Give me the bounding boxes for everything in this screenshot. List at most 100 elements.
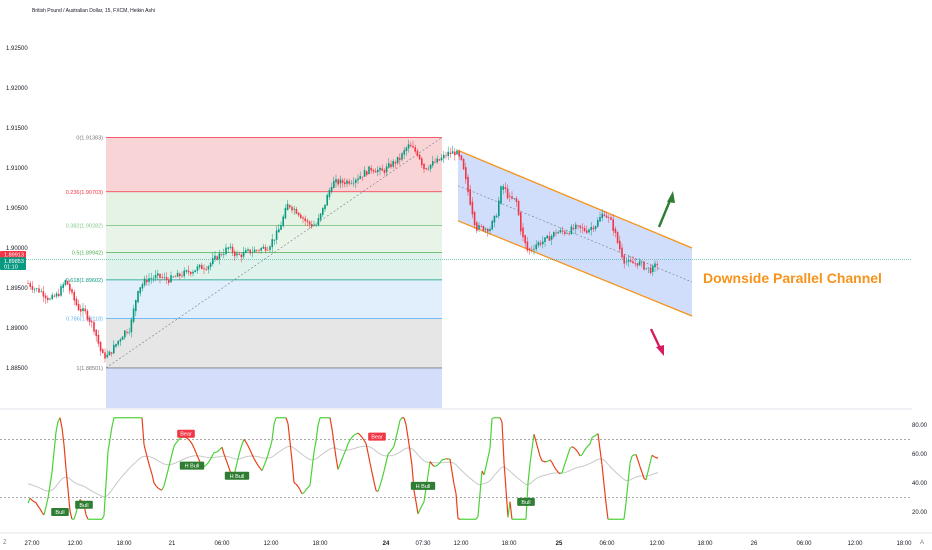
signal-badge-bull[interactable] (224, 471, 250, 480)
indicator-line-segment (629, 455, 633, 464)
candle-body (462, 158, 465, 170)
candle-body (590, 226, 592, 231)
candle-body (82, 308, 84, 312)
candle-body (53, 295, 56, 297)
candle-body (330, 187, 333, 192)
candle-body (29, 283, 31, 287)
candle-body (566, 233, 568, 234)
auto-scale-icon[interactable]: A (920, 540, 924, 546)
indicator-line-segment (345, 443, 349, 450)
candle-body (31, 286, 34, 290)
candle-body (295, 208, 298, 214)
indicator-line-segment (103, 483, 107, 516)
signal-badge-bull[interactable] (517, 497, 535, 506)
candle-body (275, 230, 278, 240)
fibonacci-retracement[interactable]: 0(1.91383) 0.236(1.90703) 0.382(1.90282) 0.… (66, 135, 443, 408)
candle-body (610, 217, 612, 220)
indicator-line-segment (147, 460, 151, 468)
candle-body (154, 275, 157, 279)
candle-body (297, 212, 300, 216)
time-axis[interactable]: 27:00 12:00 18:00 21 06:00 12:00 18:00 24 07:30 1… (24, 541, 912, 547)
candle-body (58, 294, 60, 296)
indicator-line-segment (255, 461, 259, 466)
indicator-line-segment (333, 443, 337, 458)
candle-body (599, 216, 601, 222)
indicator-line-segment (251, 454, 255, 459)
candle-body (49, 298, 51, 300)
candle-body (350, 183, 353, 184)
candle-body (383, 170, 386, 173)
candle-body (119, 339, 122, 342)
channel-upper-line[interactable] (457, 149, 693, 249)
rsi-indicator-pane[interactable]: Bull Bull Bear H Bull H Bull Bear H Bull Bull (0, 417, 912, 520)
indicator-line-segment (55, 421, 59, 433)
signal-badge-bull[interactable] (51, 508, 69, 516)
signal-badge-bull[interactable] (75, 500, 93, 509)
candle-body (251, 252, 254, 253)
candle-body (157, 273, 159, 276)
candle-body (71, 289, 73, 293)
candle-body (174, 276, 177, 278)
channel-lower-line[interactable] (457, 220, 693, 317)
candle-body (205, 269, 207, 270)
indicator-line-segment (361, 436, 365, 441)
indicator-line-segment (581, 450, 585, 456)
candle-body (489, 229, 491, 232)
signal-badge-bear[interactable] (177, 429, 195, 438)
x-tick-label: 25 (556, 541, 563, 547)
y-tick-label: 1.88500 (6, 366, 28, 372)
signal-badge-bull[interactable] (179, 461, 205, 470)
candle-body (520, 212, 522, 232)
price-axis[interactable]: 1.92500 1.92000 1.91500 1.91000 1.90500 1.900… (6, 46, 28, 372)
indicator-line-segment (203, 464, 207, 468)
indicator-line-segment (351, 434, 355, 438)
indicator-line-segment (637, 460, 641, 467)
candle-body (130, 319, 133, 333)
candle-body (506, 188, 509, 199)
candle-body (537, 242, 540, 246)
candle-body (209, 263, 212, 267)
indicator-line-segment (73, 512, 77, 520)
candle-body (467, 176, 469, 193)
candle-body (293, 208, 295, 210)
zoom-icon[interactable]: Z (3, 540, 7, 546)
signal-badge-bear[interactable] (368, 432, 386, 441)
indicator-line-segment (37, 505, 41, 510)
fib-level-label: 0.786(1.89118) (66, 317, 103, 323)
indicator-line-segment (45, 497, 49, 507)
candle-body (542, 241, 544, 245)
candle-body (227, 247, 229, 249)
candle-body (300, 214, 302, 219)
candle-body (339, 179, 342, 184)
indicator-line-segment (245, 441, 249, 447)
indicator-line-segment (399, 417, 403, 421)
candle-body (575, 224, 577, 229)
indicator-line-segment (239, 444, 243, 452)
candle-body (55, 293, 58, 297)
indicator-line-segment (187, 438, 191, 442)
candle-body (185, 270, 188, 272)
candle-body (93, 322, 95, 332)
indicator-line-segment (367, 452, 371, 463)
indicator-line-segment (491, 417, 495, 420)
indicator-line-segment (541, 460, 545, 463)
indicator-line-segment (339, 458, 343, 465)
candle-body (471, 201, 474, 215)
signal-badge-bull[interactable] (410, 481, 436, 490)
candle-body (64, 279, 67, 286)
indicator-signal-line (27, 445, 659, 498)
indicator-line-segment (69, 510, 73, 520)
candle-body (559, 230, 562, 233)
indicator-line-segment (601, 464, 605, 485)
indicator-axis[interactable]: 80.00 60.00 40.00 20.00 (912, 423, 928, 516)
candle-body (253, 249, 256, 253)
indicator-line-segment (223, 453, 227, 460)
candle-body (324, 204, 326, 210)
downside-parallel-channel[interactable] (457, 149, 693, 317)
candle-body (280, 224, 282, 230)
candle-body (509, 196, 511, 197)
candle-body (97, 334, 100, 344)
indicator-line-segment (527, 463, 531, 484)
candle-body (256, 250, 258, 251)
